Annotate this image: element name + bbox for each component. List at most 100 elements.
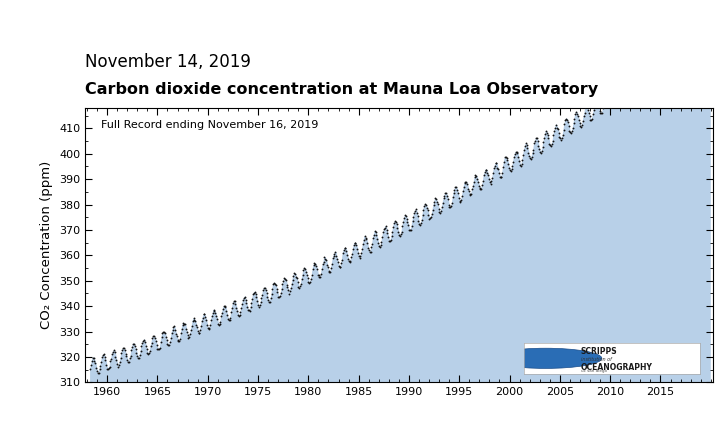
Point	[428, 198, 440, 205]
Point	[224, 317, 235, 324]
Point	[256, 295, 267, 302]
Point	[647, 71, 659, 78]
Point	[323, 267, 334, 274]
Point	[261, 294, 273, 301]
Point	[344, 259, 356, 266]
Point	[294, 285, 305, 292]
Point	[261, 289, 272, 296]
Point	[220, 308, 232, 314]
Point	[155, 338, 166, 345]
Point	[524, 154, 536, 161]
Point	[549, 128, 560, 135]
Point	[560, 115, 572, 122]
Point	[607, 98, 618, 105]
Point	[120, 350, 131, 357]
Point	[135, 348, 146, 355]
Point	[547, 137, 559, 144]
Point	[324, 269, 336, 276]
Point	[696, 38, 707, 45]
Point	[359, 233, 371, 240]
Point	[233, 311, 244, 318]
Point	[667, 54, 679, 61]
Point	[695, 36, 706, 43]
Point	[190, 321, 202, 328]
Point	[269, 280, 280, 286]
Point	[370, 228, 382, 235]
Point	[306, 272, 318, 279]
Point	[275, 290, 287, 297]
Point	[678, 48, 689, 55]
Point	[382, 234, 394, 241]
Point	[446, 203, 457, 210]
Point	[626, 87, 638, 94]
Point	[697, 38, 708, 44]
Point	[442, 195, 454, 202]
Point	[478, 172, 490, 178]
Point	[672, 41, 683, 48]
Point	[335, 263, 346, 270]
Point	[131, 349, 143, 356]
Point	[532, 138, 544, 145]
Point	[299, 264, 310, 271]
Point	[461, 179, 472, 186]
Point	[590, 95, 602, 102]
Point	[305, 279, 316, 286]
Point	[332, 259, 343, 266]
Point	[522, 145, 534, 152]
Point	[114, 354, 126, 361]
Point	[312, 272, 323, 279]
Point	[558, 127, 570, 133]
Point	[122, 357, 133, 364]
Point	[174, 336, 186, 343]
Point	[490, 160, 501, 167]
Point	[221, 312, 233, 319]
Point	[403, 226, 415, 233]
Point	[342, 255, 354, 262]
Point	[493, 170, 505, 177]
Point	[352, 249, 364, 256]
Point	[684, 39, 696, 46]
Point	[158, 329, 170, 336]
Point	[595, 109, 606, 116]
Point	[178, 319, 189, 326]
Point	[196, 318, 207, 324]
Point	[539, 135, 550, 142]
Point	[543, 135, 554, 142]
Point	[680, 38, 691, 44]
Point	[654, 65, 666, 72]
Point	[438, 195, 449, 202]
Point	[497, 169, 508, 176]
Point	[554, 134, 566, 141]
Point	[444, 203, 456, 210]
Point	[456, 193, 468, 200]
Point	[284, 288, 296, 295]
Point	[577, 118, 589, 124]
Point	[664, 54, 675, 61]
Point	[194, 330, 205, 337]
Point	[316, 265, 328, 272]
Point	[519, 143, 531, 150]
Point	[660, 54, 671, 61]
Point	[173, 337, 184, 344]
Point	[315, 273, 326, 280]
Point	[481, 166, 492, 173]
Point	[204, 322, 216, 329]
Point	[564, 129, 576, 136]
Point	[225, 308, 237, 315]
Point	[537, 144, 549, 151]
Point	[515, 163, 526, 170]
Point	[170, 330, 181, 337]
Point	[639, 72, 650, 79]
Point	[660, 47, 672, 54]
Point	[693, 29, 704, 36]
Point	[495, 174, 506, 181]
Point	[687, 44, 698, 51]
Point	[600, 89, 612, 95]
Point	[605, 102, 616, 109]
Point	[96, 358, 107, 365]
Point	[86, 362, 97, 368]
Point	[150, 342, 162, 349]
Point	[138, 336, 150, 343]
Point	[580, 102, 592, 109]
Point	[459, 178, 471, 185]
